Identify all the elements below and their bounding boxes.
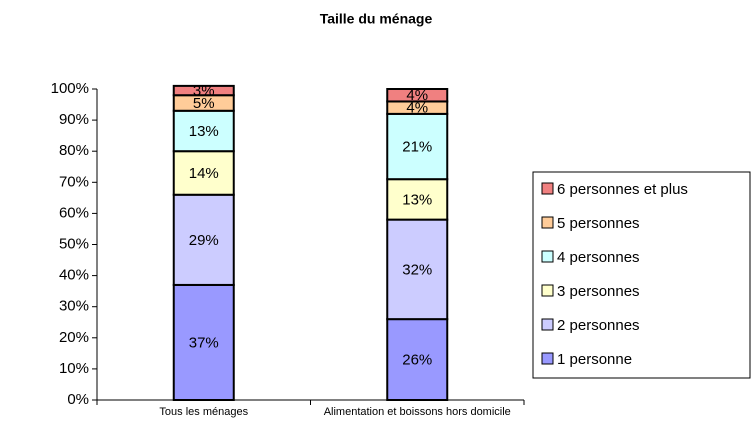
y-tick-label: 50%: [59, 235, 89, 252]
data-label: 4%: [406, 100, 428, 117]
legend-swatch: [541, 182, 554, 195]
legend-label: 4 personnes: [557, 249, 640, 266]
data-label: 32%: [402, 261, 432, 278]
y-tick-label: 80%: [59, 142, 89, 159]
legend-swatch: [541, 250, 554, 263]
bar-segment: [386, 112, 449, 181]
data-label: 21%: [402, 139, 432, 156]
bar-segment: [386, 88, 449, 103]
x-tick-label-box: Tous les ménages: [159, 406, 249, 418]
y-tick-label: 90%: [59, 111, 89, 128]
data-label: 37%: [189, 334, 219, 351]
x-tick-label: Tous les ménages: [159, 406, 249, 418]
bar-segment: [172, 84, 235, 97]
y-tick-label: 30%: [59, 298, 89, 315]
legend-swatch: [541, 284, 554, 297]
y-tick-label: 10%: [59, 360, 89, 377]
chart-title: Taille du ménage: [320, 11, 433, 27]
legend-label: 5 personnes: [557, 215, 640, 232]
legend-swatch: [541, 216, 554, 229]
legend-label: 3 personnes: [557, 283, 640, 300]
legend-label: 2 personnes: [557, 317, 640, 334]
data-label: 13%: [402, 191, 432, 208]
bar-segment: [172, 283, 235, 401]
y-tick-label: 20%: [59, 329, 89, 346]
y-tick-label: 40%: [59, 267, 89, 284]
data-label: 26%: [402, 352, 432, 369]
y-tick-label: 0%: [67, 391, 89, 408]
legend-label: 6 personnes et plus: [557, 181, 688, 198]
y-tick-label: 100%: [51, 80, 89, 97]
data-label: 4%: [406, 87, 428, 104]
legend-swatch: [541, 318, 554, 331]
data-label: 5%: [193, 95, 215, 112]
data-label: 29%: [189, 232, 219, 249]
x-tick-label: Alimentation et boissons hors domicile: [323, 406, 511, 418]
y-tick-label: 70%: [59, 173, 89, 190]
legend-box: [532, 171, 751, 379]
legend-swatch: [541, 352, 554, 365]
legend-label: 1 personne: [557, 351, 632, 368]
bar-segment: [172, 109, 235, 153]
bar-segment: [386, 318, 449, 402]
data-label: 3%: [193, 83, 215, 100]
y-tick-label: 60%: [59, 204, 89, 221]
bar-segment: [172, 150, 235, 196]
data-label: 13%: [189, 123, 219, 140]
x-tick-label-box: Alimentation et boissons hors domicile: [323, 406, 511, 418]
bar-segment: [386, 218, 449, 321]
data-label: 14%: [189, 165, 219, 182]
